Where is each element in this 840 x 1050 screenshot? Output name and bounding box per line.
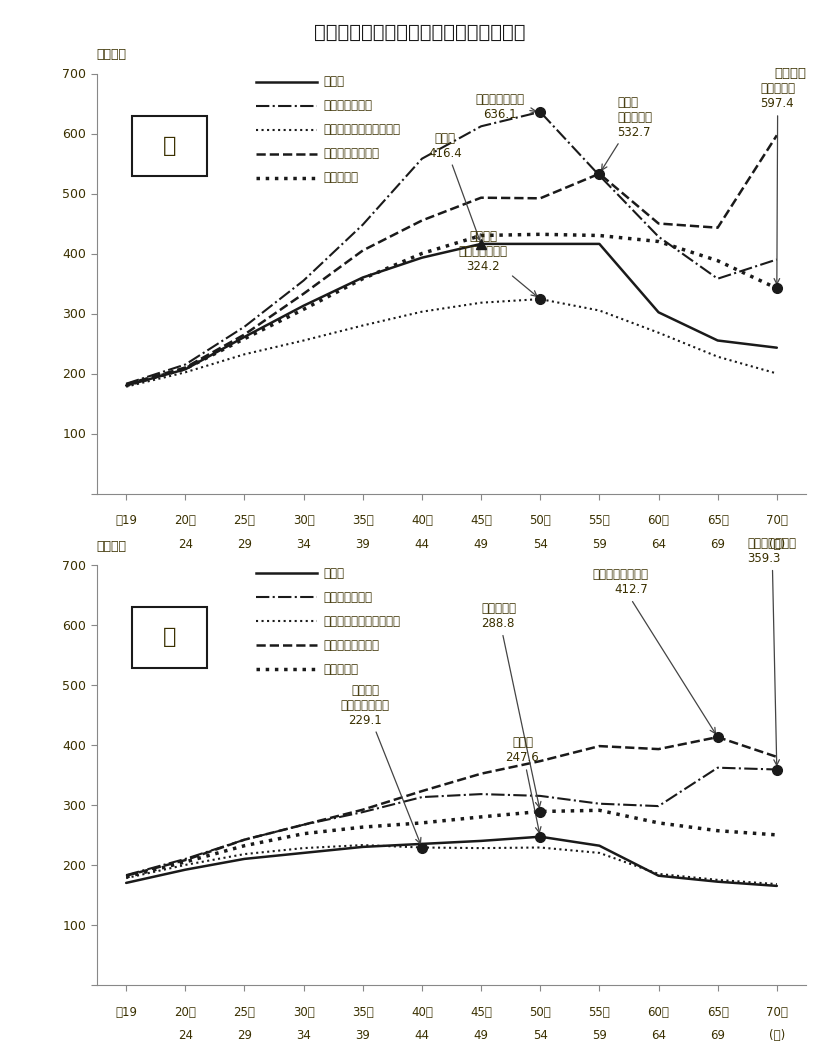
Text: 金融業，保険業
359.3: 金融業，保険業 359.3 [748, 537, 796, 765]
Text: (歳): (歳) [769, 538, 785, 550]
Text: 教育，学習支援業: 教育，学習支援業 [323, 147, 380, 161]
Text: （千円）: （千円） [97, 540, 127, 553]
Text: 30～: 30～ [293, 514, 314, 527]
FancyBboxPatch shape [132, 607, 207, 668]
Text: 50～: 50～ [529, 514, 551, 527]
Text: 70～: 70～ [766, 514, 788, 527]
Text: 教育，
学習支援業
532.7: 教育， 学習支援業 532.7 [601, 96, 653, 170]
Text: 教育，学習支援業: 教育，学習支援業 [323, 638, 380, 652]
Text: 69: 69 [710, 1029, 725, 1042]
Text: 宿泊業，
飲食サービス業
324.2: 宿泊業， 飲食サービス業 324.2 [459, 230, 537, 296]
Text: 第５図　主な産業、性、年齢階級別賃金: 第５図 主な産業、性、年齢階級別賃金 [314, 23, 526, 42]
Text: 45～: 45～ [470, 1006, 492, 1018]
Text: 39: 39 [355, 538, 370, 550]
Text: 49: 49 [474, 1029, 489, 1042]
Text: 64: 64 [651, 538, 666, 550]
Text: 54: 54 [533, 1029, 548, 1042]
Text: 60～: 60～ [648, 514, 669, 527]
Text: 29: 29 [237, 1029, 252, 1042]
Text: 35～: 35～ [352, 1006, 374, 1018]
Text: 50～: 50～ [529, 1006, 551, 1018]
Text: 40～: 40～ [411, 514, 433, 527]
Text: 製造業
247.6: 製造業 247.6 [506, 736, 541, 833]
Text: 教育，学習支援業
412.7: 教育，学習支援業 412.7 [592, 568, 716, 734]
Text: 34: 34 [297, 538, 311, 550]
Text: 医療，福祉
288.8: 医療，福祉 288.8 [481, 602, 541, 807]
Text: 65～: 65～ [706, 1006, 728, 1018]
Text: 45～: 45～ [470, 514, 492, 527]
Text: 宿泊業，
飲食サービス業
229.1: 宿泊業， 飲食サービス業 229.1 [341, 684, 421, 843]
Text: 24: 24 [178, 538, 193, 550]
Text: 59: 59 [592, 1029, 606, 1042]
Text: (歳): (歳) [769, 1029, 785, 1042]
Text: 34: 34 [297, 1029, 311, 1042]
Text: 39: 39 [355, 1029, 370, 1042]
Text: 64: 64 [651, 1029, 666, 1042]
Text: 25～: 25～ [234, 1006, 255, 1018]
Text: 女: 女 [163, 627, 176, 647]
Text: 令和２年: 令和２年 [774, 67, 806, 80]
Text: 金融業，保険業: 金融業，保険業 [323, 100, 373, 112]
Text: 54: 54 [533, 538, 548, 550]
Text: 医療，福祉: 医療，福祉 [323, 171, 359, 184]
Text: 宿泊業，飲食サービス業: 宿泊業，飲食サービス業 [323, 614, 401, 628]
Text: 70～: 70～ [766, 1006, 788, 1018]
Text: 59: 59 [592, 538, 606, 550]
Text: 男: 男 [163, 135, 176, 155]
Text: 55～: 55～ [589, 514, 610, 527]
Text: 65～: 65～ [706, 514, 728, 527]
Text: 30～: 30～ [293, 1006, 314, 1018]
Text: ～19: ～19 [115, 514, 137, 527]
Text: 49: 49 [474, 538, 489, 550]
FancyBboxPatch shape [132, 116, 207, 176]
Text: 44: 44 [414, 538, 429, 550]
Text: 24: 24 [178, 1029, 193, 1042]
Text: 金融業，保険業
636.1: 金融業，保険業 636.1 [475, 92, 536, 121]
Text: 29: 29 [237, 538, 252, 550]
Text: ～19: ～19 [115, 1006, 137, 1018]
Text: 40～: 40～ [411, 1006, 433, 1018]
Text: 医療，福祉: 医療，福祉 [323, 663, 359, 675]
Text: 44: 44 [414, 1029, 429, 1042]
Text: 55～: 55～ [589, 1006, 610, 1018]
Text: 69: 69 [710, 538, 725, 550]
Text: 製造業: 製造業 [323, 567, 344, 580]
Text: 35～: 35～ [352, 514, 374, 527]
Text: （千円）: （千円） [97, 48, 127, 62]
Text: 20～: 20～ [175, 514, 197, 527]
Text: 60～: 60～ [648, 1006, 669, 1018]
Text: 宿泊業，飲食サービス業: 宿泊業，飲食サービス業 [323, 123, 401, 136]
Text: 25～: 25～ [234, 514, 255, 527]
Text: 医療，福祉
597.4: 医療，福祉 597.4 [760, 82, 795, 285]
Text: 製造業: 製造業 [323, 76, 344, 88]
Text: 製造業
416.4: 製造業 416.4 [428, 131, 480, 240]
Text: 金融業，保険業: 金融業，保険業 [323, 591, 373, 604]
Text: 20～: 20～ [175, 1006, 197, 1018]
